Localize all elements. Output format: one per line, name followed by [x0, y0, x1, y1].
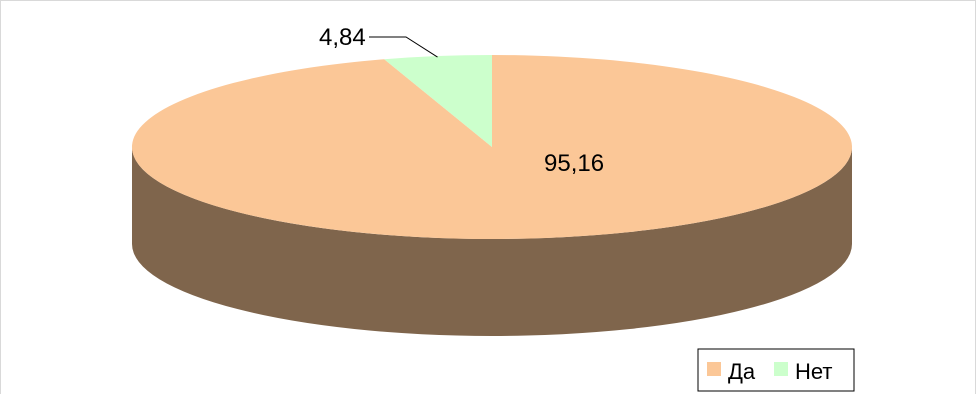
- legend-swatch-net: [774, 362, 788, 376]
- legend-label-net: Нет: [795, 359, 832, 384]
- legend-swatch-da: [707, 362, 721, 376]
- data-label-da: 95,16: [544, 150, 604, 177]
- legend-label-da: Да: [728, 359, 756, 384]
- legend: Да Нет: [697, 348, 855, 392]
- data-label-net: 4,84: [319, 24, 366, 51]
- leader-line-net: [369, 36, 438, 58]
- pie-slice-da: [131, 55, 852, 239]
- pie-side-wall: [132, 147, 852, 336]
- pie-slice-net: [384, 54, 492, 147]
